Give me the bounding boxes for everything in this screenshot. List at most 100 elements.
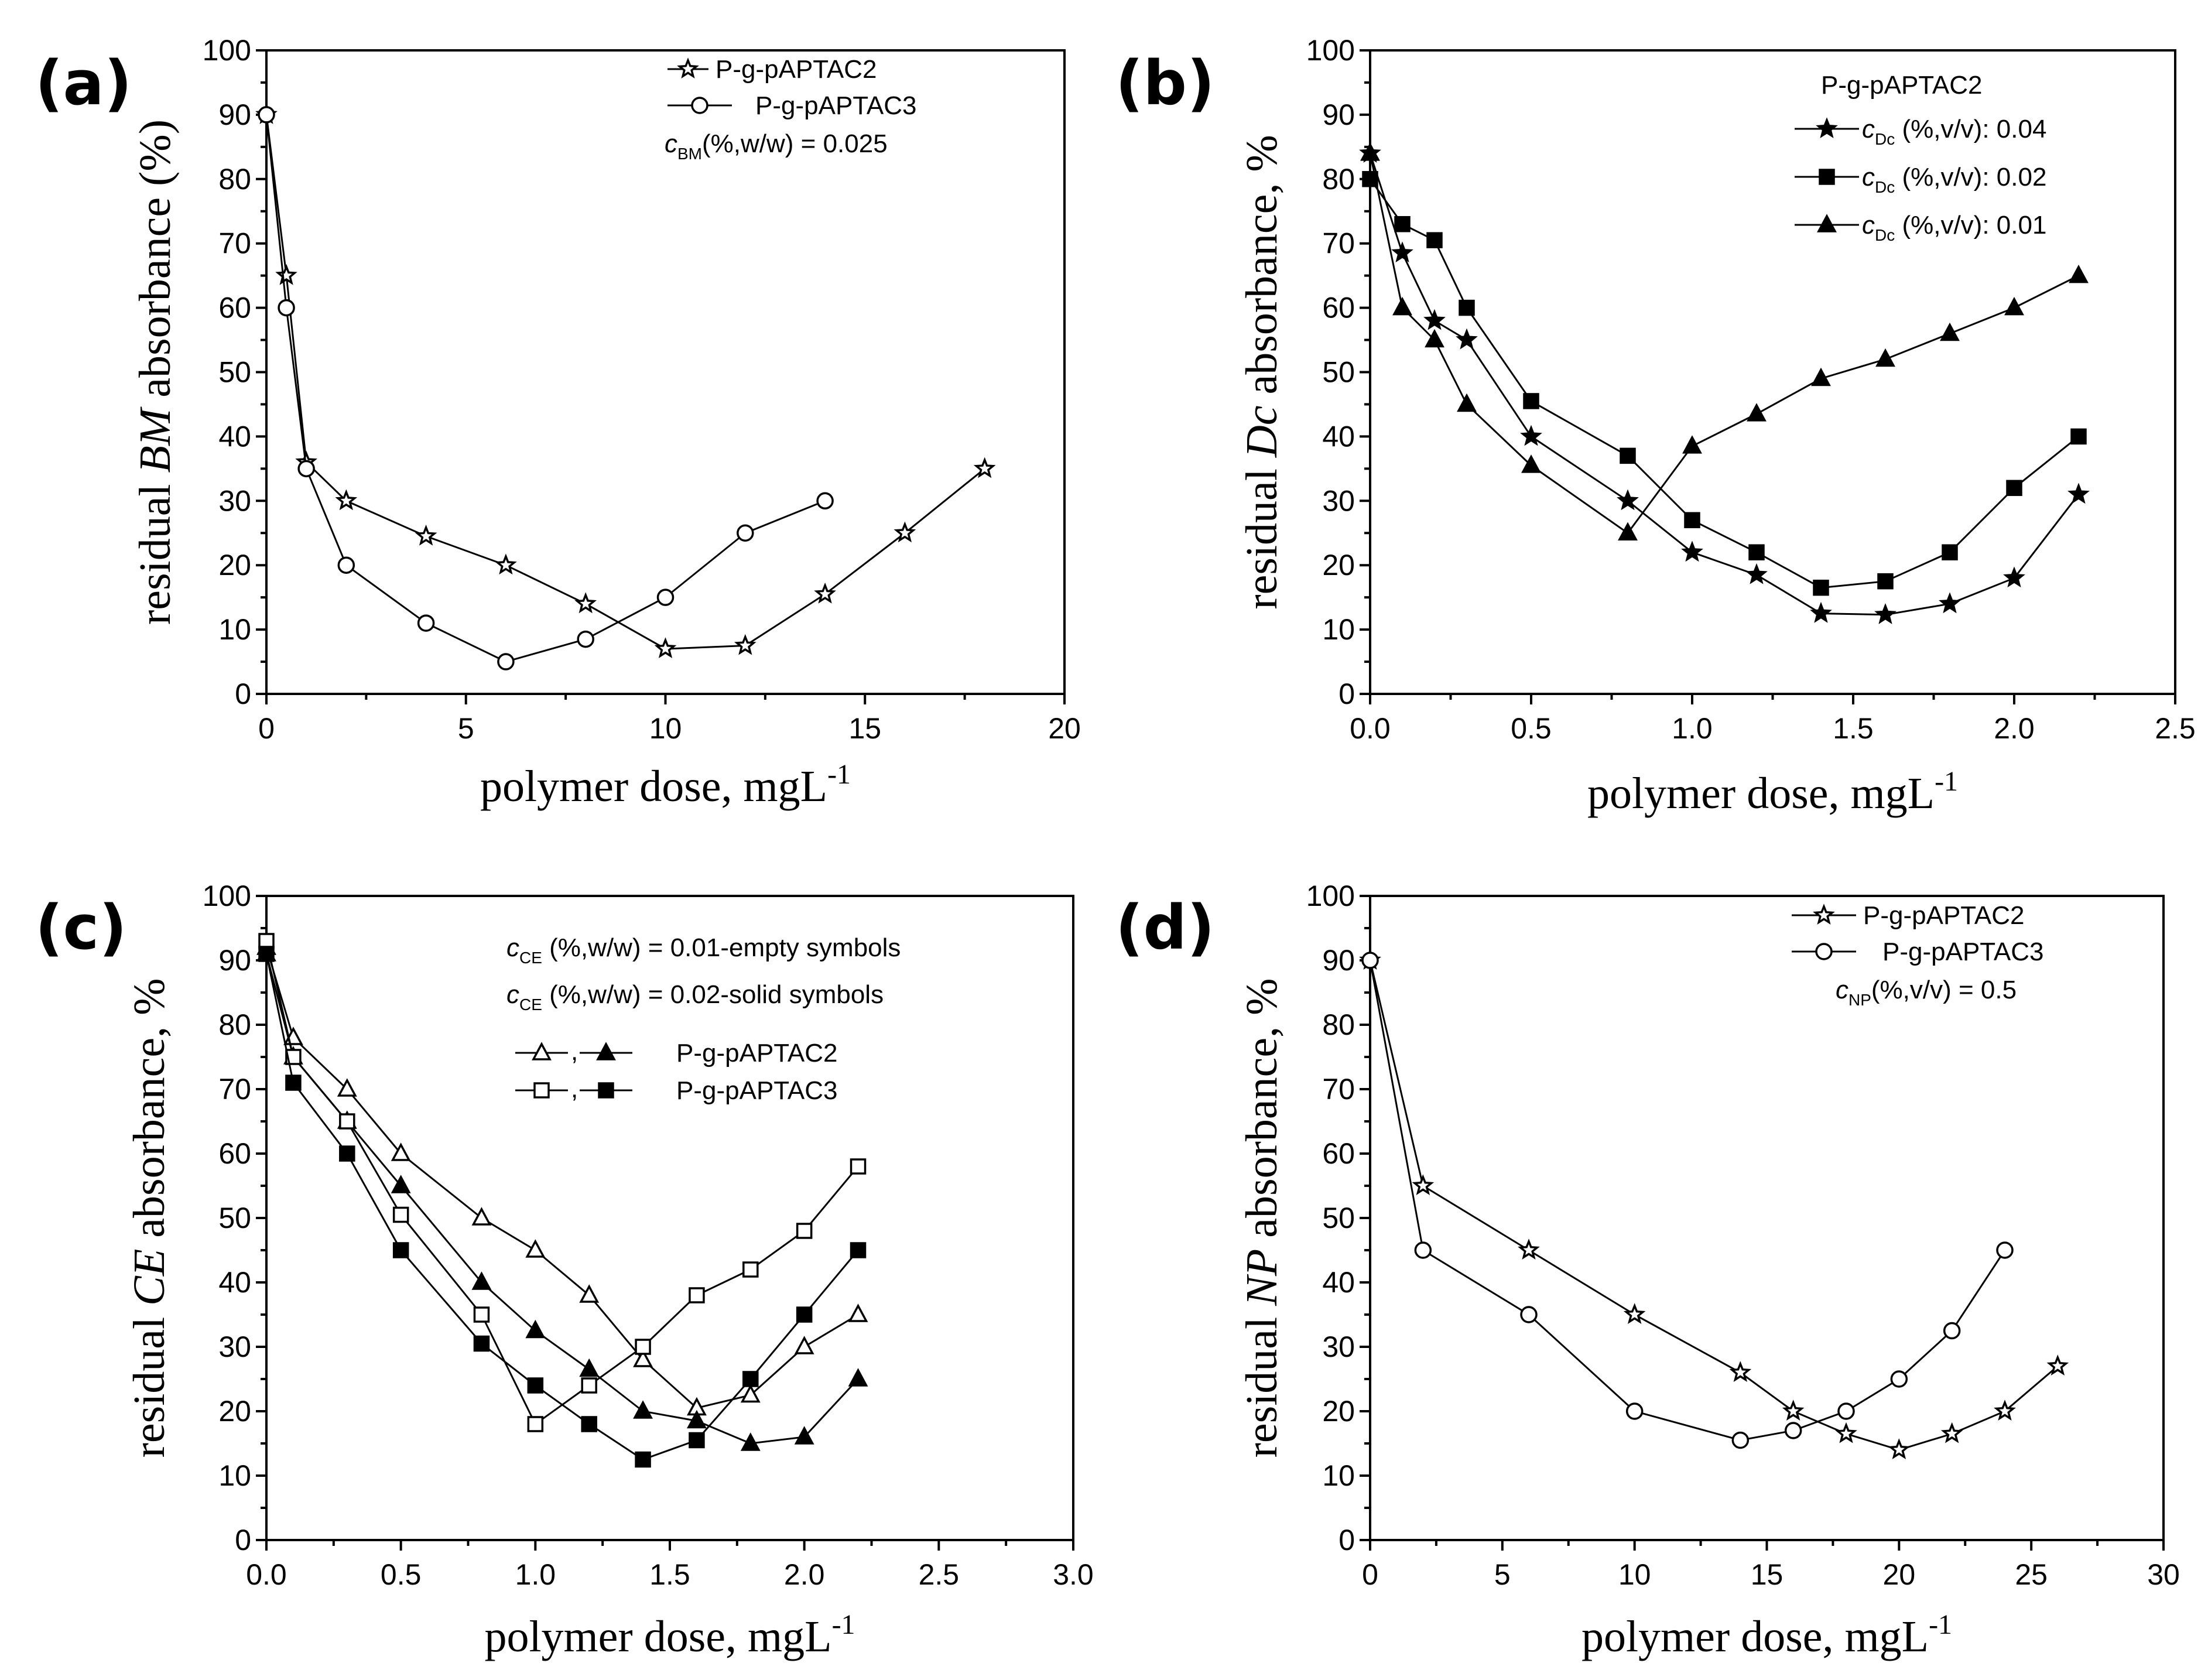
legend-note-subscript: NP (1848, 991, 1871, 1009)
y-tick-label: 70 (218, 227, 251, 260)
y-axis-label: residual Dc absorbance, % (1237, 135, 1286, 609)
data-point (275, 264, 297, 285)
data-point (1394, 215, 1411, 232)
x-tick-label: 2.0 (1994, 712, 2035, 745)
x-axis-label-superscript: -1 (1935, 766, 1958, 797)
legend-entry-1-marker (677, 57, 699, 78)
legend-label-c: c (1862, 115, 1875, 143)
data-point (740, 1432, 761, 1451)
legend-entry-3-marker (1817, 214, 1837, 232)
y-tick-label: 90 (218, 98, 251, 131)
data-point (1425, 329, 1444, 348)
x-tick-label: 0.5 (1511, 712, 1552, 745)
data-point (1457, 393, 1477, 412)
data-point (1731, 1431, 1750, 1449)
data-point (1520, 1306, 1538, 1323)
data-point (392, 1242, 409, 1258)
legend-separator: , (571, 1075, 578, 1103)
legend-label-rest: (%,v/v): 0.01 (1895, 211, 2046, 239)
data-point (1888, 1438, 1911, 1459)
legend-pair-open-1-marker (532, 1042, 552, 1060)
data-point (1890, 1370, 1908, 1388)
x-tick-label: 15 (848, 712, 881, 745)
data-point (1684, 512, 1700, 529)
data-point (1459, 299, 1475, 316)
data-point (1940, 322, 1960, 341)
data-point (1835, 1422, 1857, 1443)
legend-note: cNP(%,v/v) = 0.5 (1836, 976, 2017, 1009)
series-line (265, 953, 859, 1445)
y-tick-label: 100 (1306, 34, 1355, 67)
legend-label-subscript: Dc (1875, 130, 1895, 148)
y-tick-label: 10 (218, 1459, 251, 1492)
data-point (633, 1400, 653, 1419)
y-axis-label-pre: residual (1237, 457, 1286, 610)
data-point (1391, 241, 1413, 263)
y-axis-label-variable: Dc (1237, 405, 1286, 458)
series-2 (1360, 142, 2089, 540)
y-tick-label: 0 (235, 1524, 251, 1556)
data-point (1813, 579, 1829, 596)
data-point (581, 1377, 597, 1394)
y-tick-label: 100 (1306, 880, 1355, 912)
legend-label-c: c (1862, 163, 1875, 191)
data-point (796, 1306, 813, 1323)
data-point (339, 1145, 355, 1162)
x-tick-label: 0 (1362, 1558, 1378, 1591)
y-tick-label: 40 (1322, 1266, 1355, 1299)
data-point (527, 1416, 544, 1432)
y-tick-label: 70 (1322, 227, 1355, 260)
data-point (635, 1339, 651, 1355)
data-point (335, 489, 358, 511)
y-axis-label-post: absorbance, % (1237, 978, 1286, 1249)
data-point (654, 637, 677, 659)
y-tick-label: 20 (1322, 549, 1355, 581)
x-axis-label-main: polymer dose, mgL (1587, 769, 1935, 818)
y-axis-label-post: absorbance, % (125, 978, 174, 1249)
series-0 (256, 936, 868, 1416)
data-point (1994, 1400, 2016, 1421)
x-axis-label-main: polymer dose, mgL (484, 1612, 831, 1661)
legend-pair-open-2-marker (533, 1082, 550, 1099)
data-point (794, 1336, 814, 1354)
panel-c: (c) 0 10 20 30 40 50 60 70 80 90 100 0.0 0.5 1.0 1.5 2.0… (35, 880, 1094, 1661)
y-tick-label: 70 (218, 1073, 251, 1106)
data-point (1682, 435, 1702, 454)
data-point (1782, 1400, 1805, 1421)
data-point (1784, 1422, 1802, 1439)
y-tick-label: 0 (235, 678, 251, 710)
x-tick-label: 10 (1618, 1558, 1651, 1591)
data-point (737, 524, 754, 542)
x-axis-label: polymer dose, mgL-1 (480, 759, 851, 811)
data-point (740, 1384, 761, 1403)
data-point (495, 553, 517, 575)
data-point (635, 1451, 651, 1468)
data-point (1940, 1422, 1963, 1443)
data-point (850, 1242, 867, 1258)
legend-entry-2-marker (1815, 943, 1833, 960)
legend-note-rest: (%,w/w) = 0.02-solid symbols (542, 980, 884, 1009)
data-point (1423, 309, 1446, 330)
series-0 (1359, 949, 2069, 1459)
data-point (258, 946, 275, 962)
y-tick-label: 50 (218, 356, 251, 389)
data-point (656, 588, 675, 606)
data-point (579, 1284, 600, 1303)
y-axis-label-variable: BM (131, 406, 180, 473)
data-point (391, 1175, 411, 1193)
data-point (579, 1358, 600, 1377)
data-point (471, 1207, 492, 1226)
x-tick-label: 1.5 (649, 1558, 690, 1591)
legend-note-c: c (506, 980, 519, 1009)
y-tick-label: 60 (1322, 1137, 1355, 1170)
data-point (1811, 367, 1831, 386)
data-point (1625, 1402, 1644, 1420)
y-tick-label: 60 (218, 1137, 251, 1170)
y-tick-label: 20 (1322, 1395, 1355, 1428)
legend-label: cDc (%,v/v): 0.02 (1862, 163, 2046, 196)
y-tick-label: 90 (218, 944, 251, 977)
legend-note: cCE (%,w/w) = 0.02-solid symbols (506, 980, 884, 1014)
legend-entry-1-marker (1816, 117, 1838, 138)
data-point (391, 1142, 411, 1161)
